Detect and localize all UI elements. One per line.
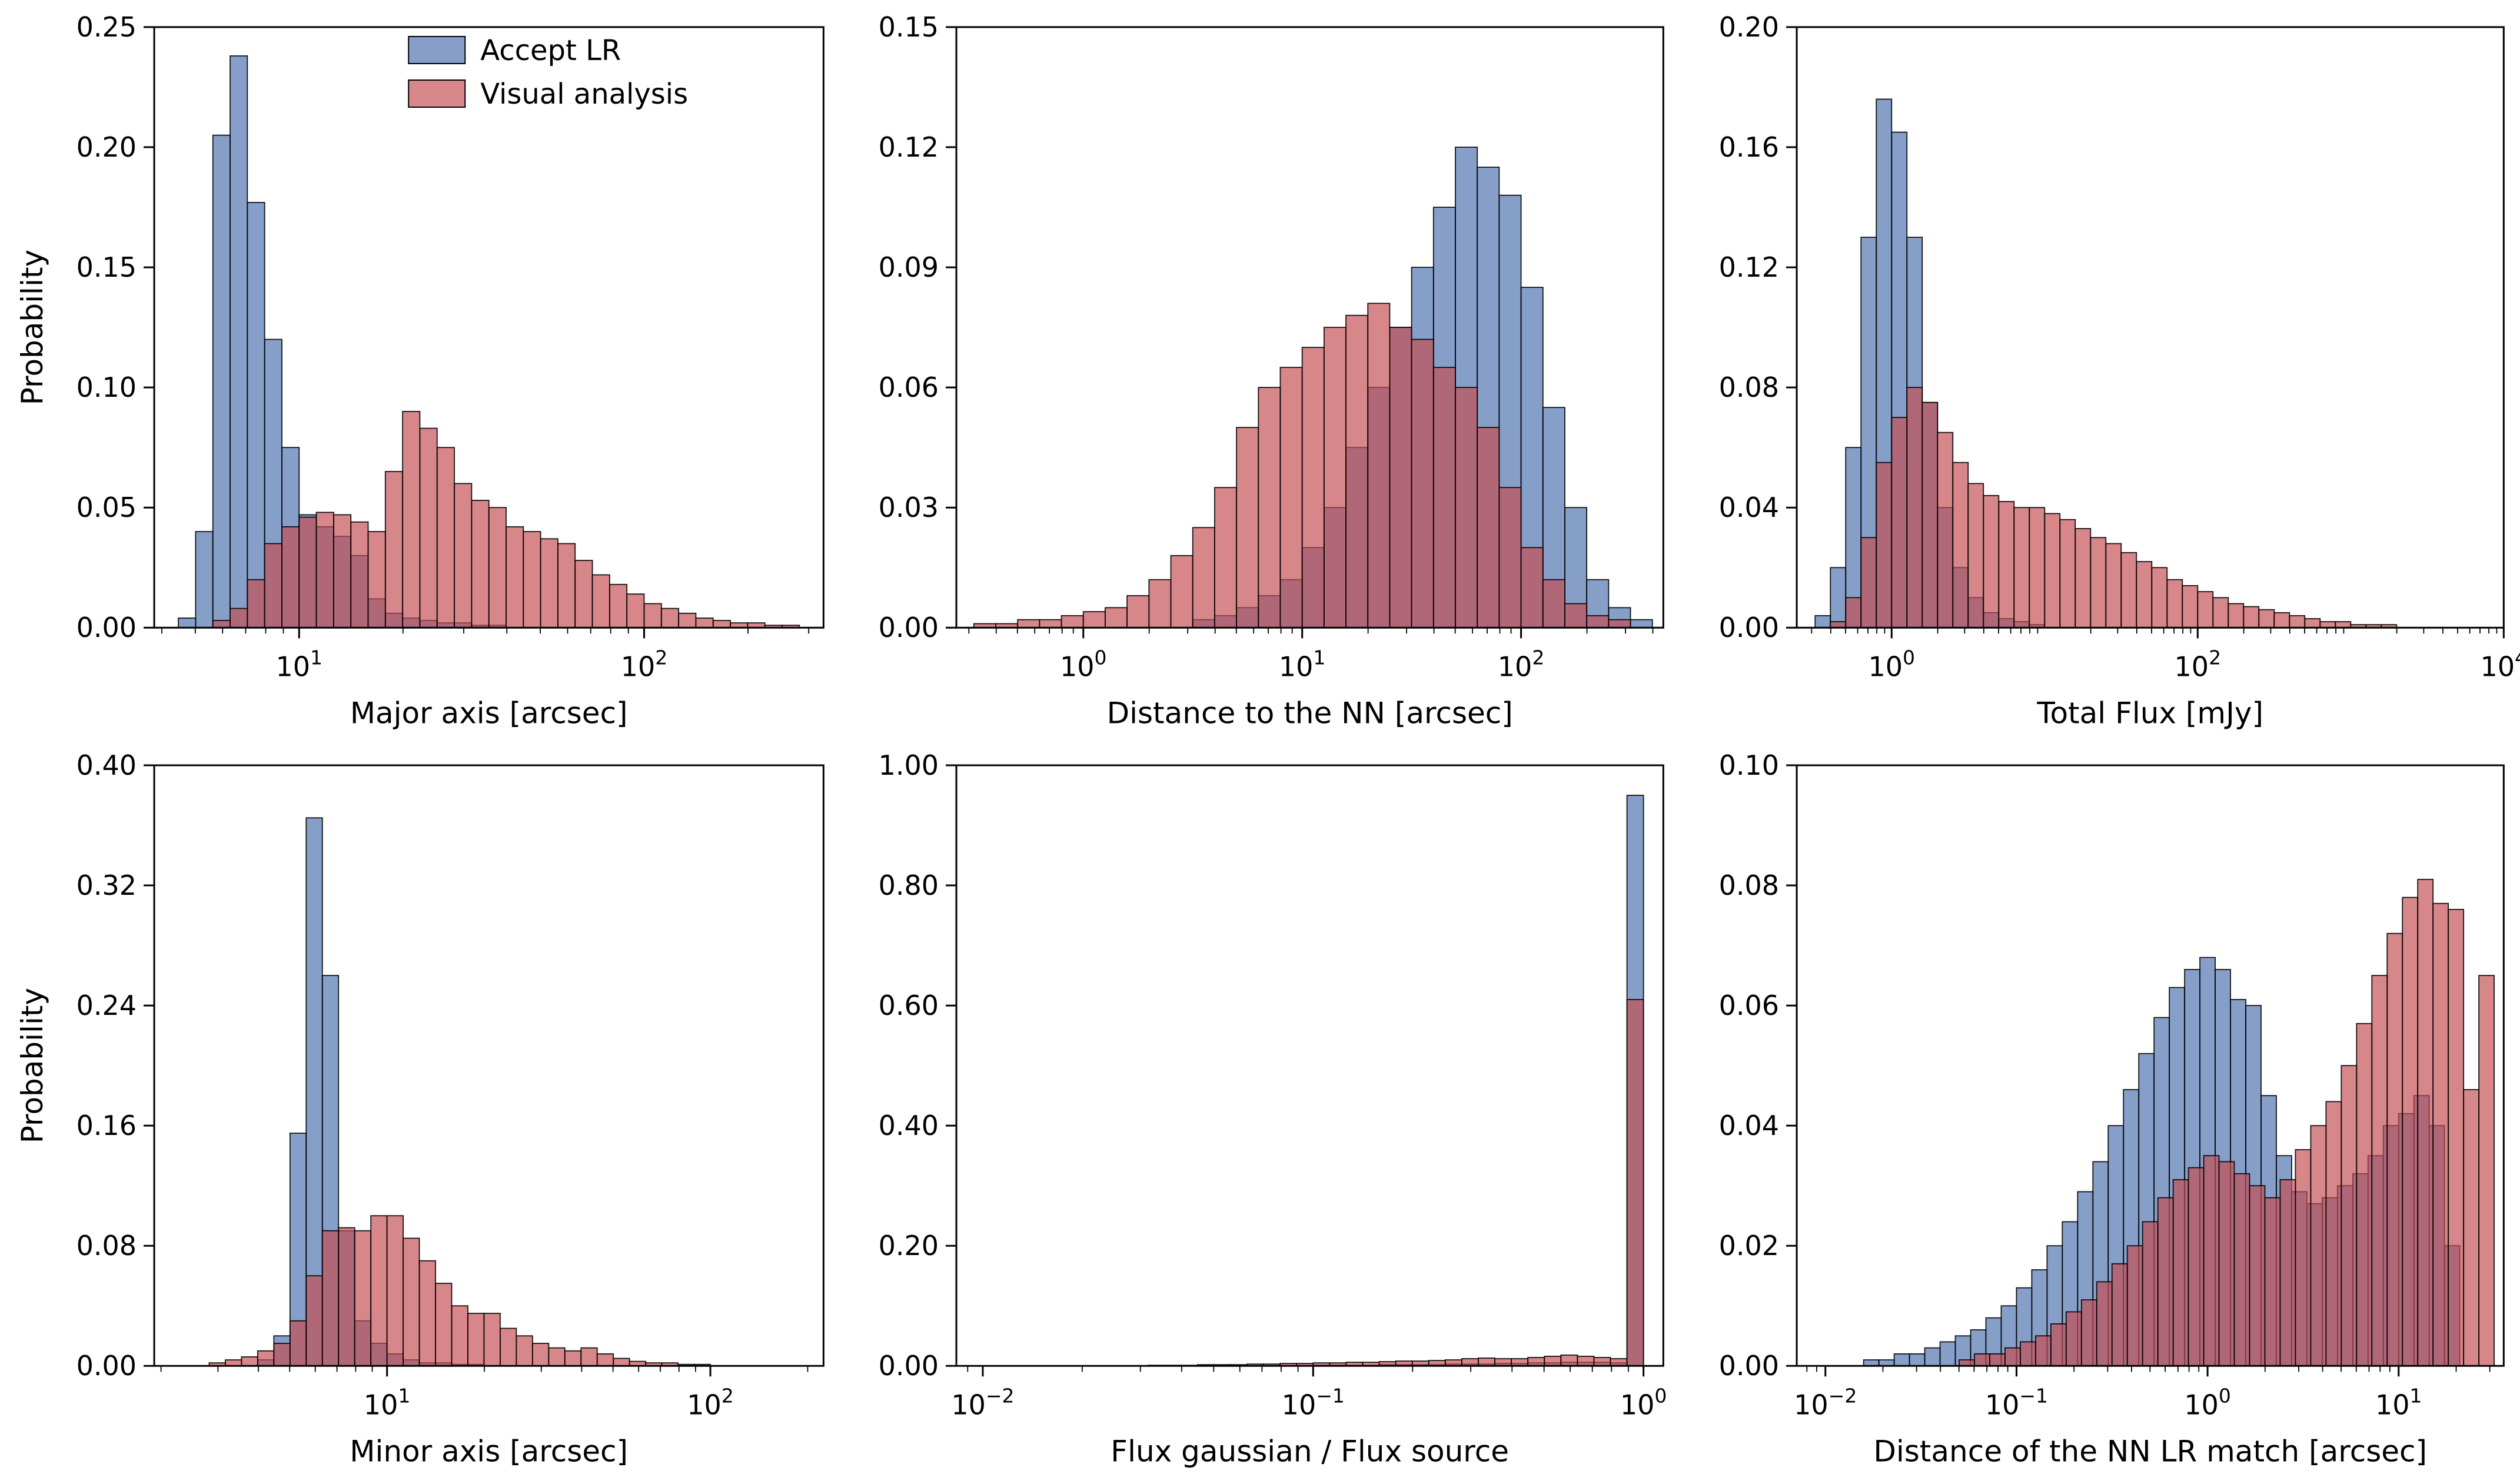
svg-text:0.04: 0.04 [1718, 492, 1778, 523]
svg-text:10−2: 10−2 [952, 1385, 1015, 1421]
svg-text:0.00: 0.00 [1718, 1350, 1778, 1382]
major-axis-chart: 0.00 0.05 0.10 0.15 0.20 0.25 101 102 Major axis… [15, 11, 825, 730]
panel-total-flux: 0.00 0.04 0.08 0.12 0.16 0.20 100 102 104 Total F… [1680, 0, 2520, 738]
svg-text:0.10: 0.10 [1718, 749, 1778, 781]
svg-text:0.08: 0.08 [1718, 869, 1778, 901]
panel-distance-nn: 0.00 0.03 0.06 0.09 0.12 0.15 100 101 102 Distanc… [840, 0, 1680, 738]
svg-text:0.03: 0.03 [879, 492, 939, 523]
svg-text:0.60: 0.60 [879, 990, 939, 1021]
svg-text:10−1: 10−1 [1282, 1385, 1345, 1421]
svg-text:10−2: 10−2 [1794, 1385, 1857, 1421]
svg-text:102: 102 [2174, 646, 2221, 682]
svg-text:0.20: 0.20 [1718, 11, 1778, 43]
svg-text:102: 102 [621, 646, 668, 682]
svg-text:0.06: 0.06 [879, 371, 939, 403]
nn-lr-match-chart: 0.00 0.02 0.04 0.06 0.08 0.10 10−2 10−1 100 101 Di… [1718, 749, 2505, 1469]
svg-text:0.06: 0.06 [1718, 990, 1778, 1021]
svg-text:0.80: 0.80 [879, 869, 939, 901]
svg-text:0.08: 0.08 [77, 1230, 137, 1262]
svg-text:0.00: 0.00 [879, 1350, 939, 1382]
panel-minor-axis: 0.00 0.08 0.16 0.24 0.32 0.40 101 102 Minor axis… [0, 738, 840, 1476]
flux-ratio-chart: 0.00 0.20 0.40 0.60 0.80 1.00 10−2 10−1 100 Flux … [879, 749, 1667, 1469]
svg-text:0.12: 0.12 [879, 131, 939, 163]
total-flux-chart: 0.00 0.04 0.08 0.12 0.16 0.20 100 102 104 Total F… [1718, 11, 2520, 730]
svg-text:Distance to the NN [arcsec]: Distance to the NN [arcsec] [1107, 696, 1513, 730]
svg-text:102: 102 [687, 1385, 734, 1421]
svg-text:0.05: 0.05 [77, 492, 137, 523]
svg-text:Distance of the NN LR match [a: Distance of the NN LR match [arcsec] [1873, 1435, 2427, 1469]
svg-text:0.40: 0.40 [879, 1110, 939, 1141]
svg-text:Minor axis [arcsec]: Minor axis [arcsec] [350, 1435, 628, 1469]
svg-text:100: 100 [2184, 1385, 2231, 1421]
minor-axis-chart: 0.00 0.08 0.16 0.24 0.32 0.40 101 102 Minor axis… [15, 749, 825, 1469]
svg-text:0.20: 0.20 [879, 1230, 939, 1262]
svg-text:0.10: 0.10 [77, 371, 137, 403]
svg-text:0.00: 0.00 [1718, 612, 1778, 643]
svg-text:0.00: 0.00 [77, 1350, 137, 1382]
svg-text:10−1: 10−1 [1984, 1385, 2047, 1421]
svg-text:100: 100 [1620, 1385, 1667, 1421]
svg-text:101: 101 [364, 1385, 411, 1421]
svg-text:101: 101 [2375, 1385, 2422, 1421]
svg-text:Major axis [arcsec]: Major axis [arcsec] [350, 696, 628, 730]
svg-text:0.20: 0.20 [77, 131, 137, 163]
svg-text:0.08: 0.08 [1718, 371, 1778, 403]
svg-text:100: 100 [1868, 646, 1915, 682]
svg-text:0.15: 0.15 [77, 251, 137, 283]
svg-text:Visual analysis: Visual analysis [480, 78, 688, 111]
svg-text:0.00: 0.00 [77, 612, 137, 643]
svg-text:102: 102 [1498, 646, 1545, 682]
svg-text:0.40: 0.40 [77, 749, 137, 781]
panel-flux-ratio: 0.00 0.20 0.40 0.60 0.80 1.00 10−2 10−1 100 Flux … [840, 738, 1680, 1476]
svg-text:0.12: 0.12 [1718, 251, 1778, 283]
svg-text:101: 101 [1279, 646, 1326, 682]
svg-text:0.02: 0.02 [1718, 1230, 1778, 1262]
svg-text:Flux gaussian / Flux source: Flux gaussian / Flux source [1111, 1435, 1510, 1469]
svg-text:Total Flux [mJy]: Total Flux [mJy] [2036, 696, 2263, 730]
svg-text:0.24: 0.24 [77, 990, 137, 1021]
svg-text:0.00: 0.00 [879, 612, 939, 643]
svg-text:0.15: 0.15 [879, 11, 939, 43]
svg-text:Probability: Probability [15, 988, 49, 1143]
svg-text:0.16: 0.16 [77, 1110, 137, 1141]
svg-text:0.16: 0.16 [1718, 131, 1778, 163]
svg-text:100: 100 [1060, 646, 1107, 682]
svg-text:0.09: 0.09 [879, 251, 939, 283]
panel-major-axis: 0.00 0.05 0.10 0.15 0.20 0.25 101 102 Major axis… [0, 0, 840, 738]
distance-nn-chart: 0.00 0.03 0.06 0.09 0.12 0.15 100 101 102 Distanc… [879, 11, 1665, 730]
svg-text:0.32: 0.32 [77, 869, 137, 901]
svg-text:104: 104 [2480, 646, 2520, 682]
svg-text:101: 101 [275, 646, 323, 682]
svg-text:0.04: 0.04 [1718, 1110, 1778, 1141]
svg-text:Probability: Probability [15, 250, 49, 405]
svg-text:0.25: 0.25 [77, 11, 137, 43]
svg-text:1.00: 1.00 [879, 749, 939, 781]
panel-nn-lr-match: 0.00 0.02 0.04 0.06 0.08 0.10 10−2 10−1 100 101 Di… [1680, 738, 2520, 1476]
svg-text:Accept LR: Accept LR [480, 34, 621, 67]
